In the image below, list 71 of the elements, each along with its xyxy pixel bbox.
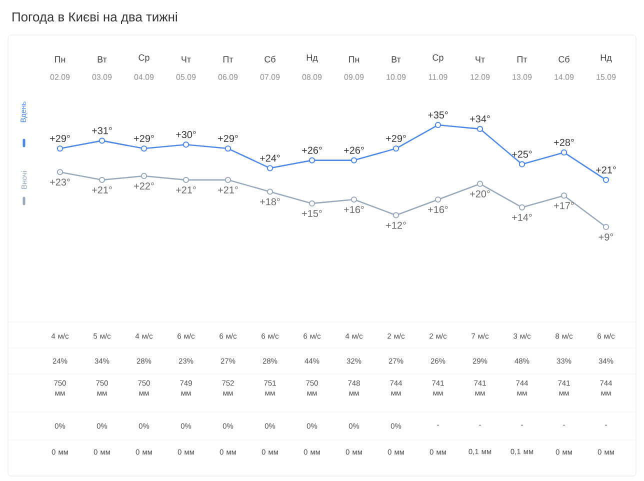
point <box>182 142 190 148</box>
data-label: +34° <box>470 115 490 122</box>
point <box>140 145 148 152</box>
point <box>98 176 106 184</box>
x-tick-label: Чт <box>476 56 485 62</box>
data-label: +25° <box>512 150 532 158</box>
x-tick-label: Чт <box>182 56 191 62</box>
data-label: +15° <box>302 210 322 218</box>
x-tick-label: Пт <box>223 56 234 62</box>
point <box>182 176 190 184</box>
point <box>350 157 358 164</box>
data-label: +26° <box>302 146 322 154</box>
point <box>224 176 232 184</box>
point <box>518 204 526 210</box>
point <box>476 180 484 187</box>
point <box>476 126 484 132</box>
point <box>266 188 274 195</box>
x-tick-label: Пн <box>55 56 66 62</box>
data-label: +29° <box>50 134 70 142</box>
x-tick-label: Ср <box>138 54 150 62</box>
data-label: +30° <box>176 131 196 138</box>
point <box>392 212 400 218</box>
point <box>434 196 442 203</box>
data-label: +9° <box>598 234 614 241</box>
chart-title: Погода в Києві на два тижні <box>12 12 177 24</box>
data-label: +18° <box>260 198 280 206</box>
point <box>98 138 106 144</box>
point <box>56 168 64 176</box>
data-label: +17° <box>554 202 574 210</box>
point <box>140 172 148 180</box>
x-tick-label: Сб <box>558 56 570 62</box>
data-label: +31° <box>92 127 112 134</box>
point <box>392 145 400 152</box>
point <box>350 196 358 203</box>
x-tick-label: Пн <box>349 56 360 62</box>
point <box>266 165 274 172</box>
x-tick-label: Сб <box>264 56 276 62</box>
data-label: +29° <box>134 134 154 142</box>
data-label: +23° <box>50 178 70 186</box>
point <box>560 149 568 156</box>
point <box>518 161 526 168</box>
data-label: +16° <box>344 206 364 214</box>
point <box>602 224 610 230</box>
data-label: +16° <box>428 206 448 214</box>
data-label: +22° <box>134 182 154 190</box>
x-tick-label: Нд <box>600 54 612 62</box>
data-label: +29° <box>386 134 406 142</box>
x-tick-label: Нд <box>306 54 318 62</box>
data-label: +21° <box>92 186 112 194</box>
x-tick-label: Вт <box>98 56 107 62</box>
point <box>560 192 568 199</box>
data-label: +12° <box>386 222 406 229</box>
data-label: +21° <box>596 166 616 174</box>
data-label: +24° <box>260 154 280 162</box>
x-tick-label: Вт <box>392 56 401 62</box>
point <box>434 122 442 128</box>
point <box>224 145 232 152</box>
data-label: +26° <box>344 146 364 154</box>
data-label: +28° <box>554 138 574 146</box>
data-label: +21° <box>218 186 238 194</box>
data-label: +35° <box>428 111 448 118</box>
point <box>56 145 64 152</box>
x-tick-label: Ср <box>432 54 444 62</box>
point <box>308 157 316 164</box>
data-label: +29° <box>218 134 238 142</box>
x-tick-label: Пт <box>517 56 528 62</box>
data-label: +21° <box>176 186 196 194</box>
point <box>602 176 610 184</box>
data-label: +14° <box>512 214 532 221</box>
data-label: +20° <box>470 190 490 198</box>
point <box>308 200 316 207</box>
